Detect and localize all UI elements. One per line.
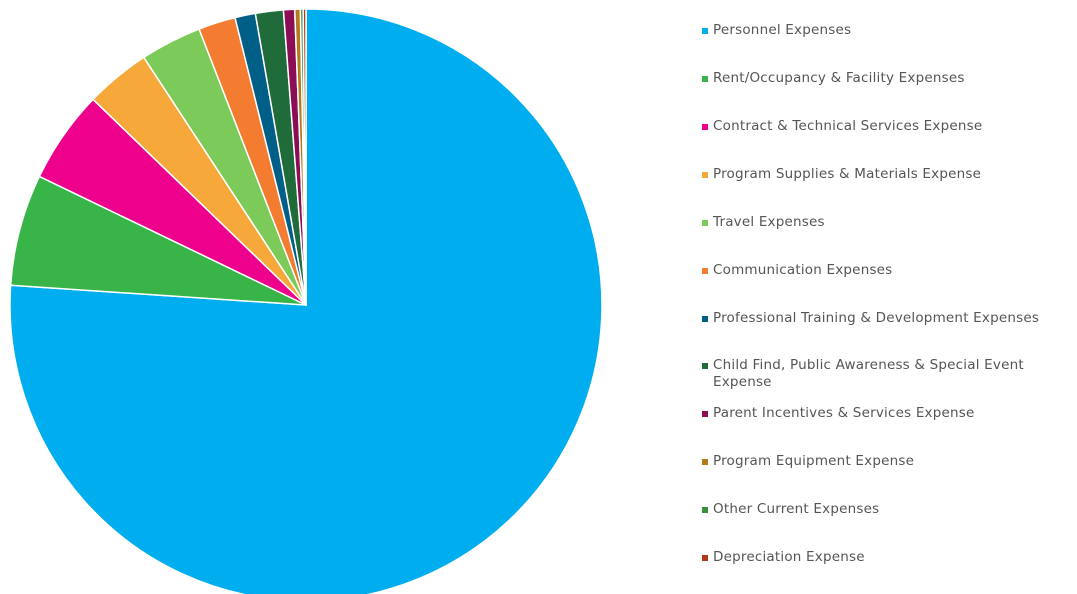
legend-swatch (702, 555, 708, 561)
pie-slice (9, 8, 603, 594)
legend-label: Personnel Expenses (713, 22, 852, 38)
legend-label: Program Equipment Expense (713, 453, 915, 469)
legend-label: Professional Training & Development Expe… (713, 310, 1040, 326)
legend-swatch (702, 124, 708, 130)
legend-label: Child Find, Public Awareness & Special E… (713, 357, 1024, 390)
legend-swatch (702, 507, 708, 513)
legend-swatch (702, 459, 708, 465)
legend-swatch (702, 411, 708, 417)
legend-swatch (702, 220, 708, 226)
legend-swatch (702, 316, 708, 322)
legend-label: Program Supplies & Materials Expense (713, 166, 982, 182)
legend-label: Rent/Occupancy & Facility Expenses (713, 70, 965, 86)
legend-label: Depreciation Expense (713, 549, 865, 565)
legend-swatch (702, 76, 708, 82)
legend-swatch (702, 363, 708, 369)
legend-label: Parent Incentives & Services Expense (713, 405, 975, 421)
legend-label: Contract & Technical Services Expense (713, 118, 983, 134)
legend-swatch (702, 28, 708, 34)
pie-plot-area (9, 8, 603, 594)
legend-label: Communication Expenses (713, 262, 893, 278)
legend-label: Other Current Expenses (713, 501, 880, 517)
chart-legend: Personnel Expenses Rent/Occupancy & Faci… (700, 0, 1070, 594)
pie-slice (302, 8, 307, 306)
legend-swatch (702, 268, 708, 274)
legend-label: Travel Expenses (713, 214, 825, 230)
legend-swatch (702, 172, 708, 178)
